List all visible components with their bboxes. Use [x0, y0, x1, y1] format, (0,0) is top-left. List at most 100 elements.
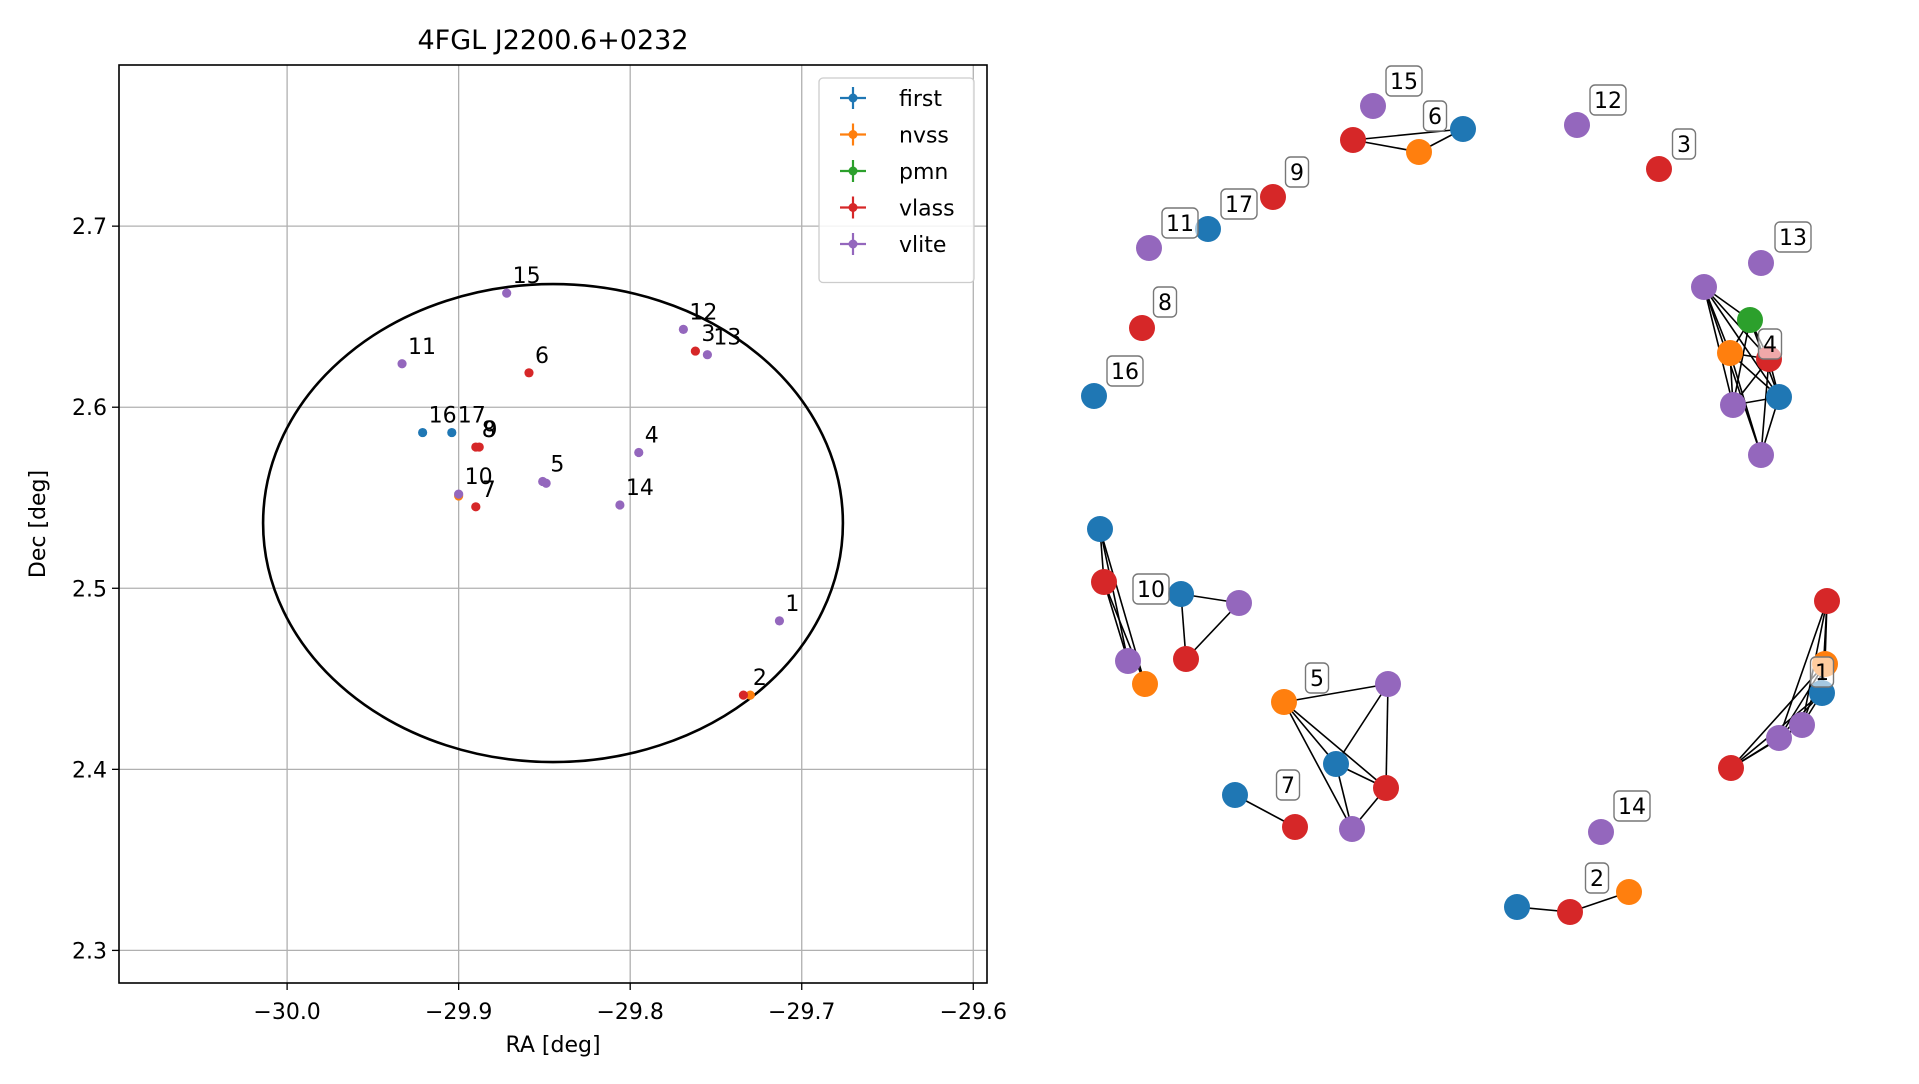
point-annotation: 12 [689, 300, 717, 325]
node-nvss [1616, 879, 1642, 905]
node-vlass [1173, 646, 1199, 672]
x-tick-label: −29.7 [768, 1000, 835, 1025]
plot-frame [118, 64, 988, 984]
node-vlite [1748, 442, 1774, 468]
edge-group-5 [1335, 683, 1389, 765]
node-group-label: 11 [1166, 212, 1194, 237]
node-vlass [1718, 755, 1744, 781]
edge-group-10 [1103, 581, 1129, 662]
node-label-box [1809, 656, 1835, 688]
point-annotation: 11 [408, 335, 436, 360]
node-group-label: 7 [1281, 774, 1295, 799]
node-vlite [1720, 392, 1746, 418]
node-group-label: 4 [1763, 333, 1777, 358]
point-first [447, 427, 457, 438]
node-group-label: 6 [1428, 105, 1442, 130]
points-layer [397, 288, 785, 700]
node-first [1222, 782, 1248, 808]
point-vlite [397, 359, 407, 369]
node-group-label: 15 [1390, 70, 1418, 95]
x-tick-label: −30.0 [253, 1000, 320, 1025]
x-tick-label: −29.8 [596, 1000, 663, 1025]
node-label-box [1774, 221, 1812, 253]
node-first [1195, 216, 1221, 242]
node-first [1450, 116, 1476, 142]
edge-group-5 [1283, 701, 1337, 765]
point-vlass [738, 690, 749, 700]
node-vlite [1136, 235, 1162, 261]
point-vlass [474, 442, 484, 452]
node-vlite [1339, 816, 1365, 842]
point-annotation: 1 [785, 592, 799, 617]
node-label-box [1422, 100, 1448, 132]
x-tick-label: −29.9 [425, 1000, 492, 1025]
point-annotation: 5 [550, 452, 564, 477]
node-nvss [1271, 689, 1297, 715]
legend: first nvss pmn vlass vlite [818, 77, 975, 284]
y-tick-label: 2.6 [72, 396, 107, 421]
node-vlite [1789, 712, 1815, 738]
node-nvss [1132, 671, 1158, 697]
x-axis-label: RA [deg] [505, 1033, 600, 1058]
node-first [1504, 894, 1530, 920]
node-label-box [1106, 355, 1144, 387]
edge-group-10 [1099, 528, 1129, 662]
edge-group-4 [1703, 286, 1734, 406]
legend-label-vlass: vlass [899, 197, 955, 222]
node-label-box [1161, 207, 1199, 239]
legend-label-first: first [899, 87, 942, 112]
node-nvss [1717, 340, 1743, 366]
node-label-box [1385, 65, 1423, 97]
point-vlass [690, 346, 700, 356]
edge-group-1 [1778, 600, 1828, 739]
node-vlite [1360, 93, 1386, 119]
edge-group-1 [1730, 663, 1826, 769]
node-group-label: 3 [1677, 133, 1691, 158]
node-first [1087, 516, 1113, 542]
y-axis-label: Dec [deg] [26, 470, 51, 578]
legend-label-vlite: vlite [899, 233, 946, 258]
node-group-label: 14 [1618, 795, 1646, 820]
y-tick-label: 2.4 [72, 758, 107, 783]
point-annotation: 14 [626, 476, 654, 501]
node-first [1323, 751, 1349, 777]
node-vlass [1557, 899, 1583, 925]
node-vlite [1226, 590, 1252, 616]
legend-frame [818, 77, 975, 284]
node-label-box [1220, 188, 1258, 220]
node-vlass [1129, 315, 1155, 341]
edges-layer [1099, 128, 1828, 913]
point-vlite [541, 478, 551, 488]
legend-marker-pmn [848, 166, 858, 176]
point-vlite [774, 616, 785, 626]
point-annotation: 2 [753, 666, 767, 691]
edge-group-5 [1283, 701, 1353, 830]
edge-group-5 [1283, 683, 1389, 703]
node-pmn [1737, 307, 1763, 333]
y-tick-label: 2.5 [72, 577, 107, 602]
node-vlass [1340, 127, 1366, 153]
legend-marker-vlass [848, 203, 858, 212]
edge-group-4 [1703, 286, 1762, 456]
node-vlite [1588, 819, 1614, 845]
node-vlass [1260, 184, 1286, 210]
node-label-box [1275, 769, 1301, 801]
node-group-label: 8 [1158, 291, 1172, 316]
node-vlite [1766, 725, 1792, 751]
edge-group-4 [1760, 358, 1770, 456]
point-first [418, 427, 428, 438]
node-label-box [1152, 286, 1178, 318]
node-vlass [1646, 156, 1672, 182]
node-label-box [1284, 156, 1310, 188]
node-group-label: 9 [1290, 161, 1304, 186]
node-label-box [1613, 790, 1651, 822]
ticks-layer: −30.0 −29.9 −29.8 −29.7 −29.6 2.3 2.4 2.5 2.6 2.7 [72, 215, 1007, 1025]
node-group-label: 1 [1815, 661, 1829, 686]
point-vlass [524, 368, 534, 378]
uncertainty-ellipse-layer [261, 282, 845, 764]
point-annotation: 17 [458, 404, 486, 429]
node-vlass [1282, 814, 1308, 840]
